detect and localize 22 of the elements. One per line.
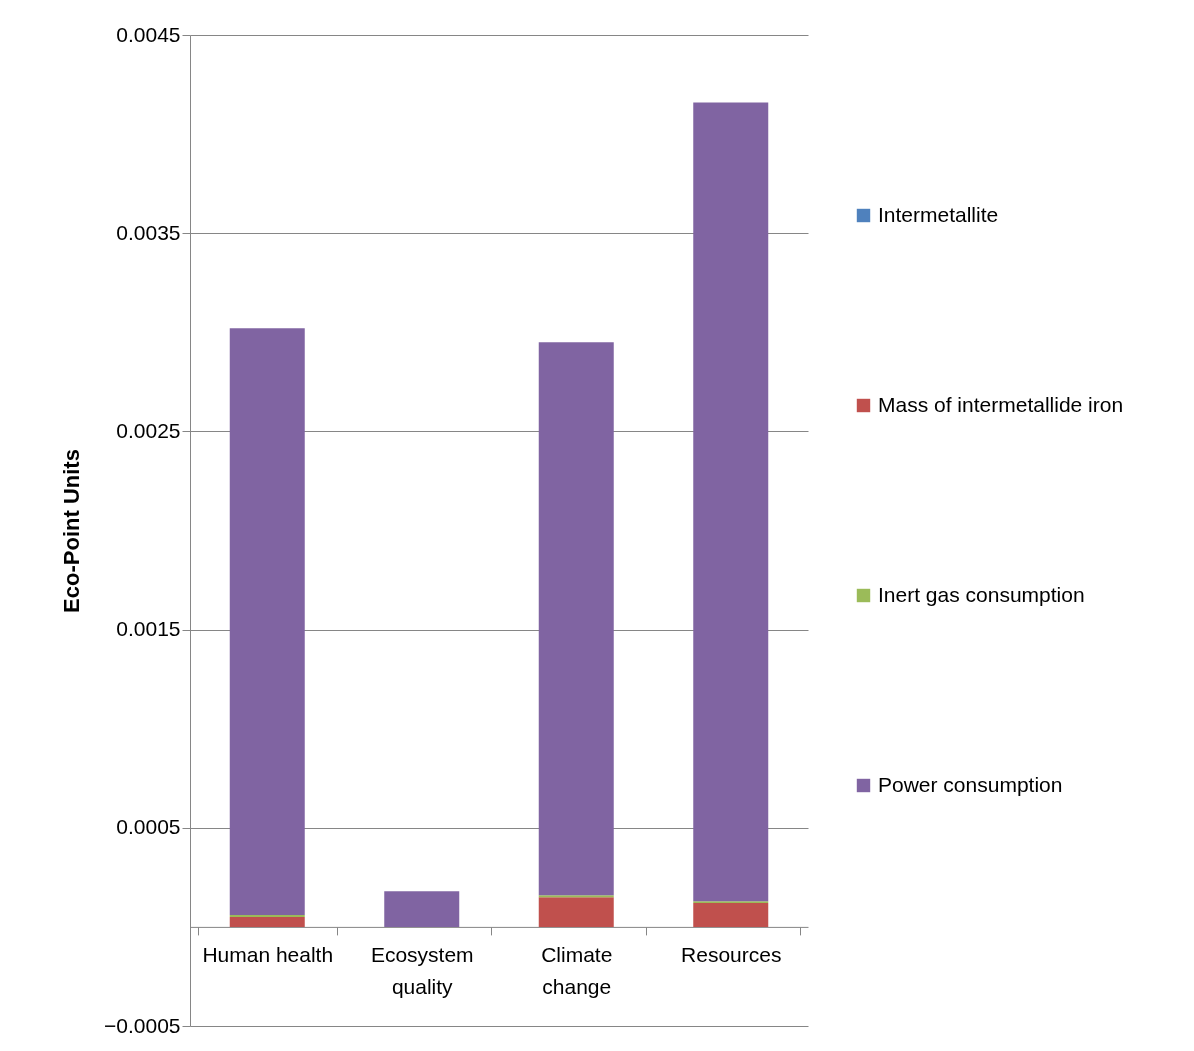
- y-tick-label: 0.0005: [116, 815, 181, 839]
- legend-label: Mass of intermetallide iron: [878, 392, 1124, 416]
- bar: [693, 102, 769, 902]
- y-tick-label: 0.0015: [116, 617, 181, 641]
- x-tick-label: Ecosystem quality: [370, 943, 474, 999]
- legend-label: Power consumption: [878, 772, 1063, 796]
- legend-label: Intermetallite: [878, 202, 999, 226]
- bar: [229, 328, 305, 916]
- y-tick-label: 0.0025: [116, 418, 181, 442]
- y-tick-label: −0.0005: [104, 1013, 181, 1037]
- bar: [229, 916, 305, 927]
- y-axis-title: Eco-Point Units: [59, 449, 85, 613]
- x-tick-label: Human health: [202, 943, 334, 967]
- x-tick-label: Climate change: [541, 943, 613, 999]
- bar: [693, 903, 769, 927]
- y-tick-label: 0.0045: [116, 22, 181, 46]
- bar: [538, 342, 614, 896]
- bar: [384, 891, 460, 927]
- bar: [538, 897, 614, 927]
- y-tick-label: 0.0035: [116, 220, 181, 244]
- legend-label: Inert gas consumption: [878, 582, 1085, 606]
- x-tick-label: Resources: [681, 943, 782, 967]
